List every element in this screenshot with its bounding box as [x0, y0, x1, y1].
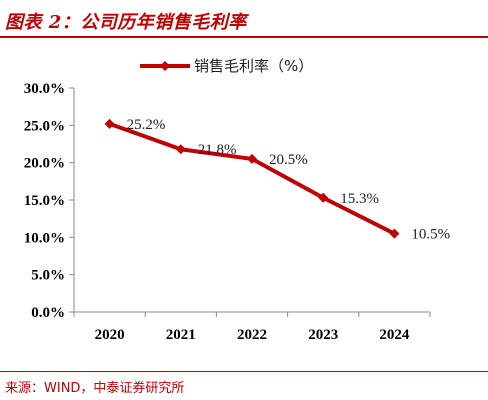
figure-title: 图表 2：公司历年销售毛利率 — [5, 12, 247, 33]
y-tick-label: 5.0% — [31, 268, 65, 284]
footer-divider — [0, 371, 488, 372]
data-label: 21.8% — [198, 142, 237, 158]
data-point-marker — [104, 118, 115, 129]
x-tick-label: 2022 — [237, 327, 267, 343]
data-label: 15.3% — [340, 191, 379, 207]
series-line — [108, 121, 396, 236]
y-tick-label: 15.0% — [24, 193, 65, 209]
gross-margin-line — [108, 121, 396, 236]
title-divider — [0, 36, 488, 38]
y-tick-label: 0.0% — [31, 305, 65, 321]
y-tick-label: 10.0% — [24, 230, 65, 246]
chart-legend: 销售毛利率（%） — [140, 57, 313, 75]
data-label: 20.5% — [269, 152, 308, 168]
x-tick-label: 2021 — [166, 327, 196, 343]
chart-axes — [69, 87, 431, 317]
x-tick-label: 2024 — [379, 327, 410, 343]
x-tick-labels: 2020 2021 2022 2023 2024 — [95, 327, 410, 343]
data-label: 10.5% — [411, 227, 450, 243]
data-point-marker — [318, 192, 329, 203]
y-tick-label: 30.0% — [24, 81, 65, 97]
x-tick-label: 2023 — [308, 327, 338, 343]
source-note: 来源：WIND，中泰证券研究所 — [5, 381, 185, 396]
data-label: 25.2% — [127, 117, 166, 133]
data-point-marker — [247, 153, 257, 164]
data-point-marker — [389, 228, 400, 239]
y-tick-labels: 0.0% 5.0% 10.0% 15.0% 20.0% 25.0% 30.0% — [24, 81, 65, 321]
y-tick-label: 20.0% — [24, 156, 65, 172]
legend-marker-swatch — [160, 61, 170, 71]
x-tick-label: 2020 — [95, 327, 125, 343]
legend-label: 销售毛利率（%） — [194, 57, 313, 75]
data-point-marker — [175, 144, 186, 155]
y-tick-label: 25.0% — [24, 118, 65, 134]
data-labels: 25.2% 21.8% 20.5% 15.3% 10.5% — [127, 117, 451, 243]
line-chart: 销售毛利率（%） 0.0% 5.0% 10.0% 15.0% 20.0% 25.0% 30.… — [24, 57, 451, 343]
series-markers — [104, 118, 400, 239]
